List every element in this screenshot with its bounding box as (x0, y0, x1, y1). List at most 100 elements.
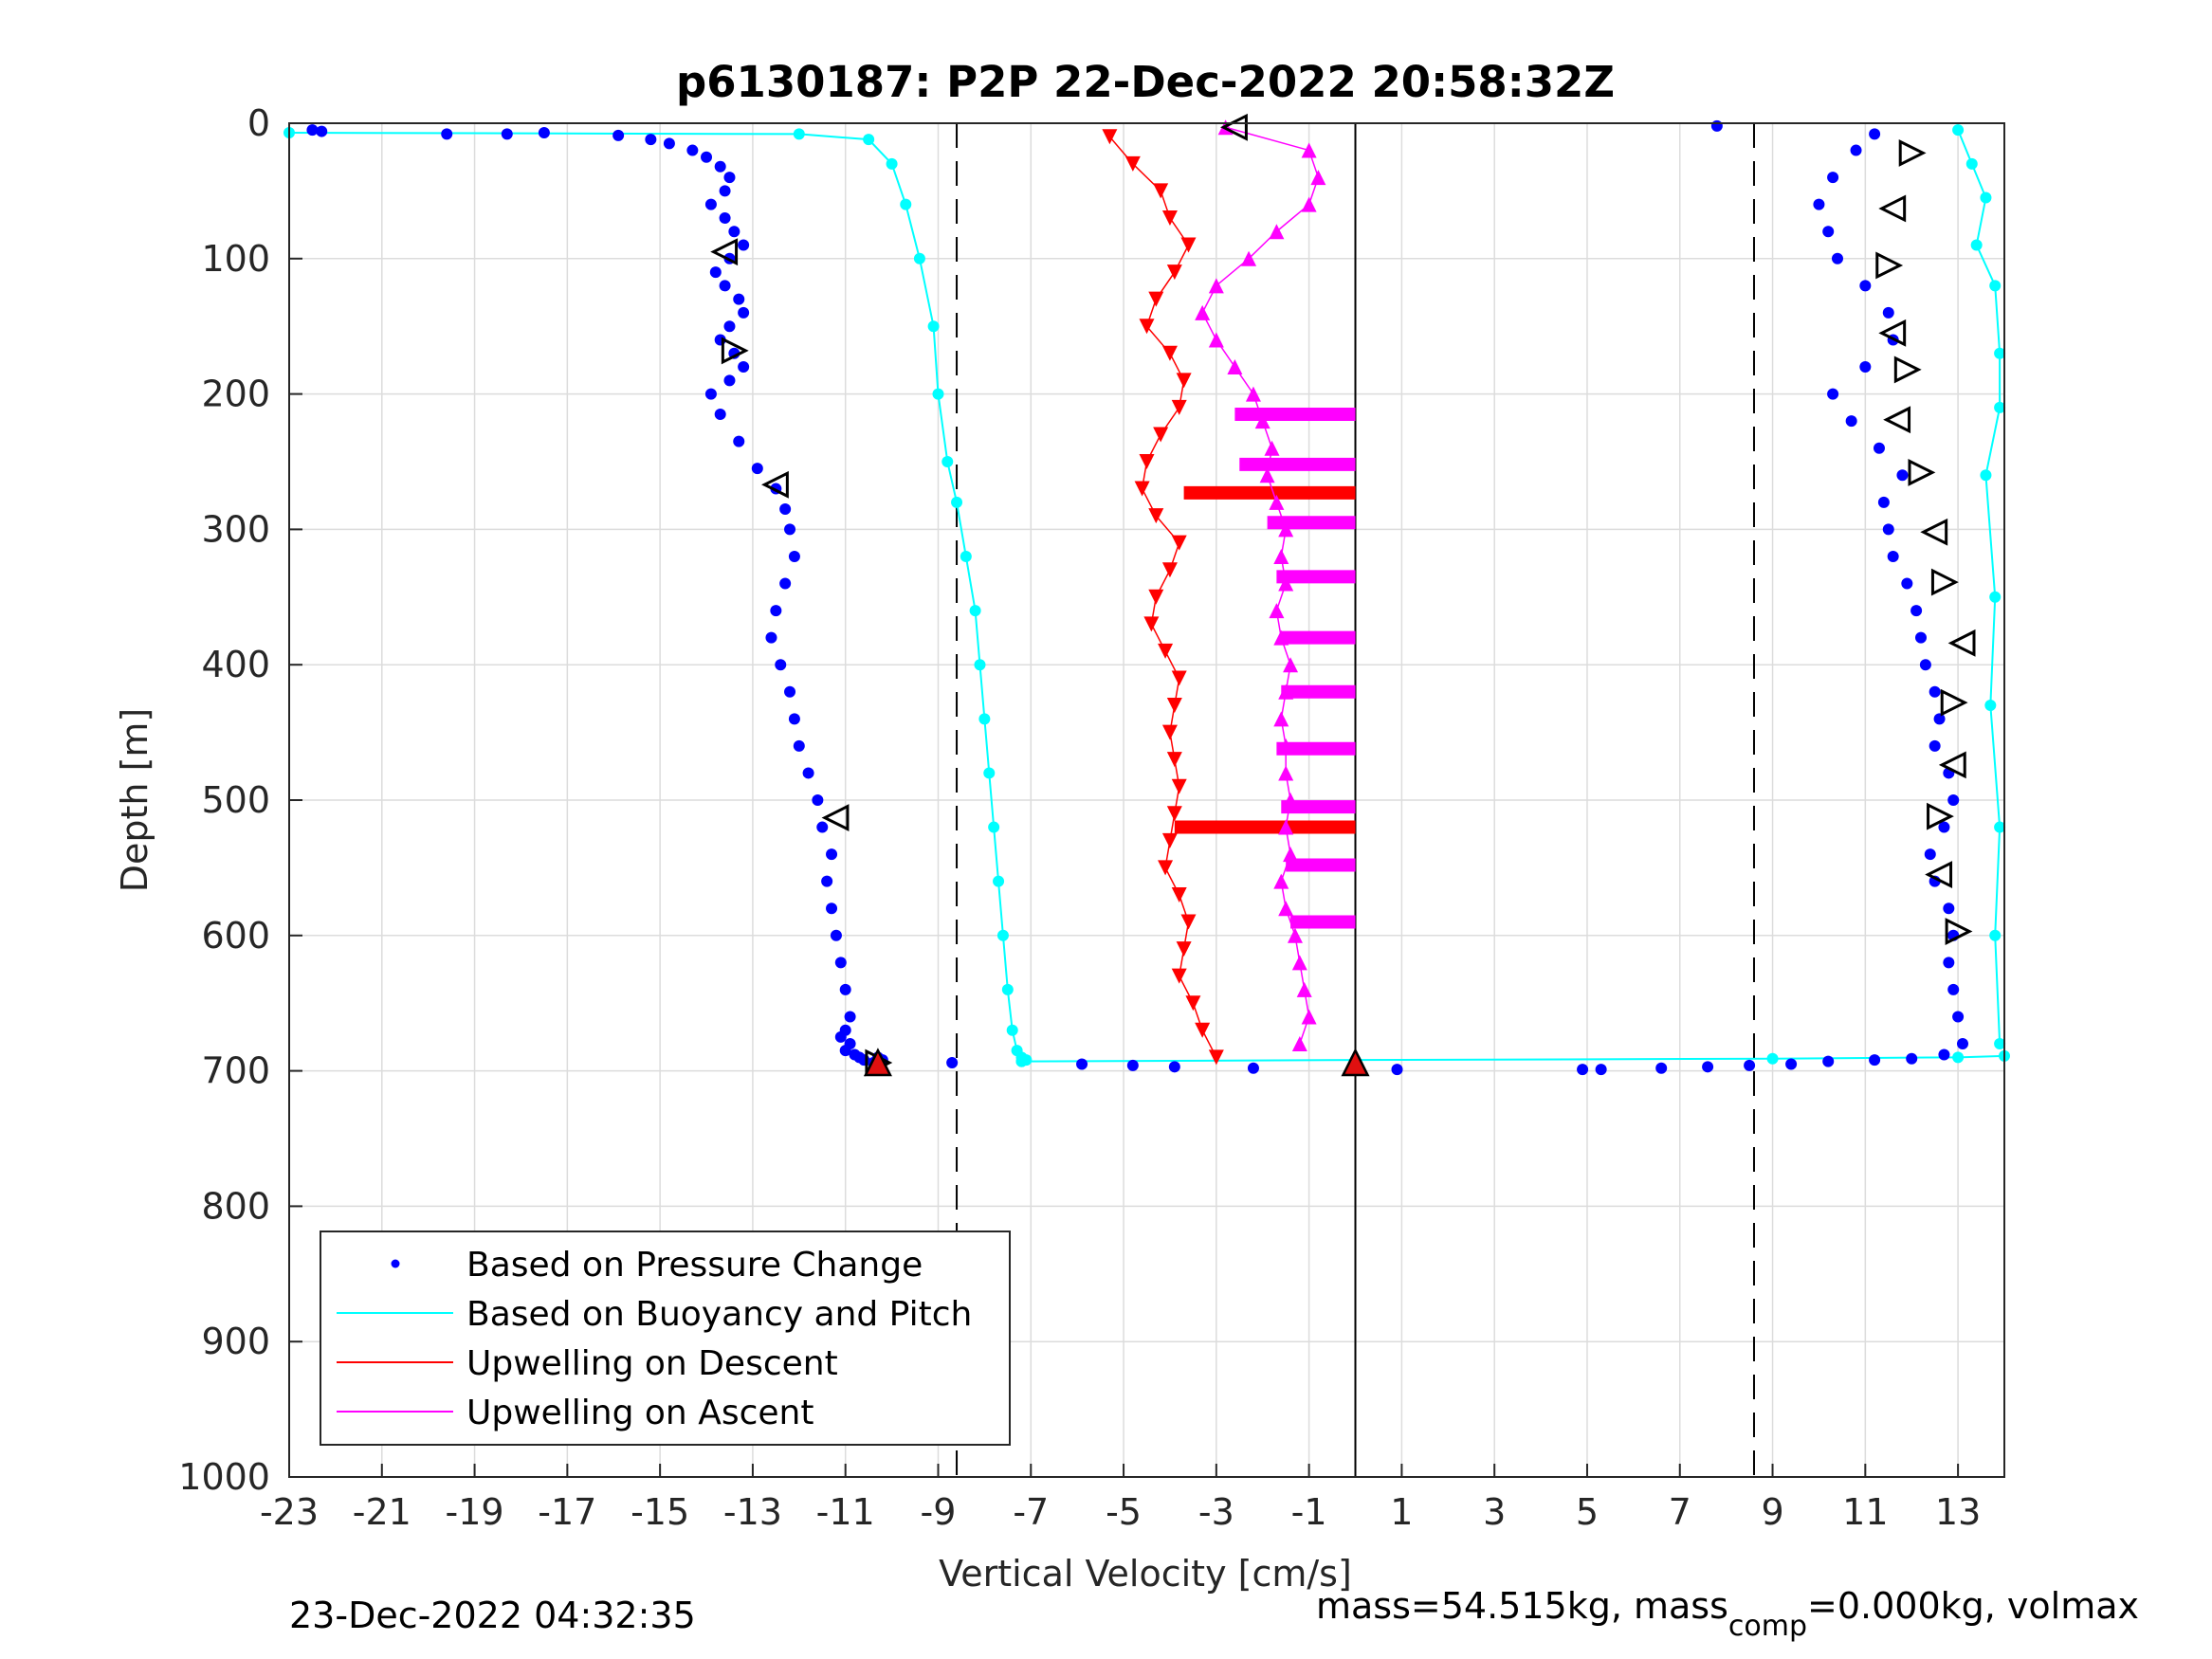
pressure-point (793, 739, 805, 752)
x-tick-label: -17 (538, 1491, 596, 1533)
open-triangle-marker (1920, 518, 1948, 546)
open-triangle-marker (1875, 251, 1904, 280)
legend: Based on Pressure Change Based on Buoyan… (320, 1231, 1011, 1446)
pressure-point (1938, 821, 1950, 833)
open-triangle-marker (1878, 319, 1907, 347)
buoyancy-point (1994, 347, 2006, 359)
pressure-point (723, 374, 736, 387)
filled-triangle-marker (1341, 1048, 1370, 1077)
buoyancy-point (913, 252, 925, 264)
y-tick-label: 0 (247, 102, 270, 144)
pressure-point (663, 137, 675, 150)
open-triangle-marker (1930, 568, 1959, 596)
ascent-point (1254, 413, 1271, 429)
pressure-point (1901, 577, 1913, 590)
pressure-point (1822, 1055, 1835, 1067)
y-tick-label: 900 (201, 1321, 270, 1362)
ascent-point (1269, 224, 1285, 240)
pressure-point (738, 239, 750, 251)
buoyancy-point (1994, 821, 2006, 833)
ascent-point (1283, 657, 1299, 673)
pressure-point (834, 1030, 847, 1043)
pressure-point (1126, 1059, 1139, 1071)
pressure-point (1822, 226, 1835, 238)
descent-point (1195, 1022, 1211, 1038)
descent-point (1124, 155, 1141, 172)
pressure-point (1827, 172, 1839, 184)
buoyancy-point (927, 320, 940, 333)
pressure-point (1710, 119, 1723, 132)
descent-point (1139, 454, 1155, 469)
pressure-point (1952, 1011, 1965, 1023)
buoyancy-point (793, 128, 805, 140)
pressure-point (714, 409, 726, 421)
pressure-point (788, 713, 800, 725)
y-axis-ticks: 0 100 200 300 400 500 600 700 800 900 1000 (178, 102, 302, 1498)
descent-point (1134, 481, 1150, 497)
descent-point (1102, 129, 1118, 145)
x-tick-label: 11 (1842, 1491, 1888, 1533)
pressure-point (709, 266, 722, 279)
pressure-point (1919, 659, 1931, 671)
pressure-point (1076, 1058, 1088, 1070)
pressure-point (1882, 306, 1894, 319)
open-triangle-marker (761, 470, 789, 499)
ascent-point (1287, 927, 1303, 943)
pressure-point (784, 523, 796, 536)
pressure-point (779, 502, 792, 515)
pressure-point (1947, 983, 1960, 995)
y-tick-label: 800 (201, 1185, 270, 1227)
ascent-point (1278, 738, 1294, 754)
ascent-point (1259, 467, 1275, 483)
buoyancy-point (993, 875, 1005, 887)
pressure-point (1896, 469, 1909, 482)
open-triangle-marker (1220, 113, 1248, 141)
y-tick-label: 400 (201, 644, 270, 685)
buoyancy-point (932, 388, 944, 400)
pressure-point (704, 388, 717, 400)
open-triangle-marker (1908, 458, 1936, 486)
open-triangle-marker (710, 238, 739, 266)
pressure-point (1859, 280, 1872, 292)
pressure-point (701, 151, 713, 163)
x-tick-label: -1 (1291, 1491, 1327, 1533)
buoyancy-point (863, 134, 875, 146)
buoyancy-point (941, 456, 954, 467)
pressure-point (784, 685, 796, 698)
descent-point (1171, 399, 1187, 415)
pressure-point (1744, 1059, 1756, 1071)
x-tick-label: -9 (921, 1491, 957, 1533)
ascent-point (1273, 873, 1289, 889)
descent-point (1148, 291, 1164, 307)
descent-point (1139, 319, 1155, 335)
pressure-point (826, 902, 838, 915)
buoyancy-point (900, 198, 912, 210)
ascent-point (1310, 170, 1326, 186)
descent-point (1166, 752, 1182, 768)
open-triangle-marker (1947, 629, 1976, 657)
pressure-point (1887, 550, 1899, 562)
pressure-point (826, 848, 838, 861)
buoyancy-point (1006, 1024, 1018, 1036)
buoyancy-point (886, 157, 898, 170)
pressure-point (1933, 713, 1946, 725)
descent-point (1161, 832, 1178, 848)
pressure-point (1813, 198, 1825, 210)
pressure-point (830, 929, 842, 941)
buoyancy-point (1994, 1038, 2006, 1050)
y-tick-label: 600 (201, 915, 270, 957)
pressure-point (1785, 1058, 1798, 1070)
pressure-point (1850, 144, 1862, 156)
open-triangle-marker (1945, 918, 1973, 945)
pressure-point (1577, 1064, 1589, 1076)
descent-point (1171, 670, 1187, 686)
pressure-point (719, 211, 731, 224)
descent-point (1180, 237, 1197, 253)
pressure-point (821, 875, 833, 887)
x-tick-label: -3 (1198, 1491, 1234, 1533)
chart-title: p6130187: P2P 22-Dec-2022 20:58:32Z (676, 57, 1615, 107)
buoyancy-point (974, 659, 986, 671)
open-triangle-marker (1940, 688, 1968, 717)
descent-point (1166, 806, 1182, 822)
ascent-point (1301, 1009, 1317, 1025)
